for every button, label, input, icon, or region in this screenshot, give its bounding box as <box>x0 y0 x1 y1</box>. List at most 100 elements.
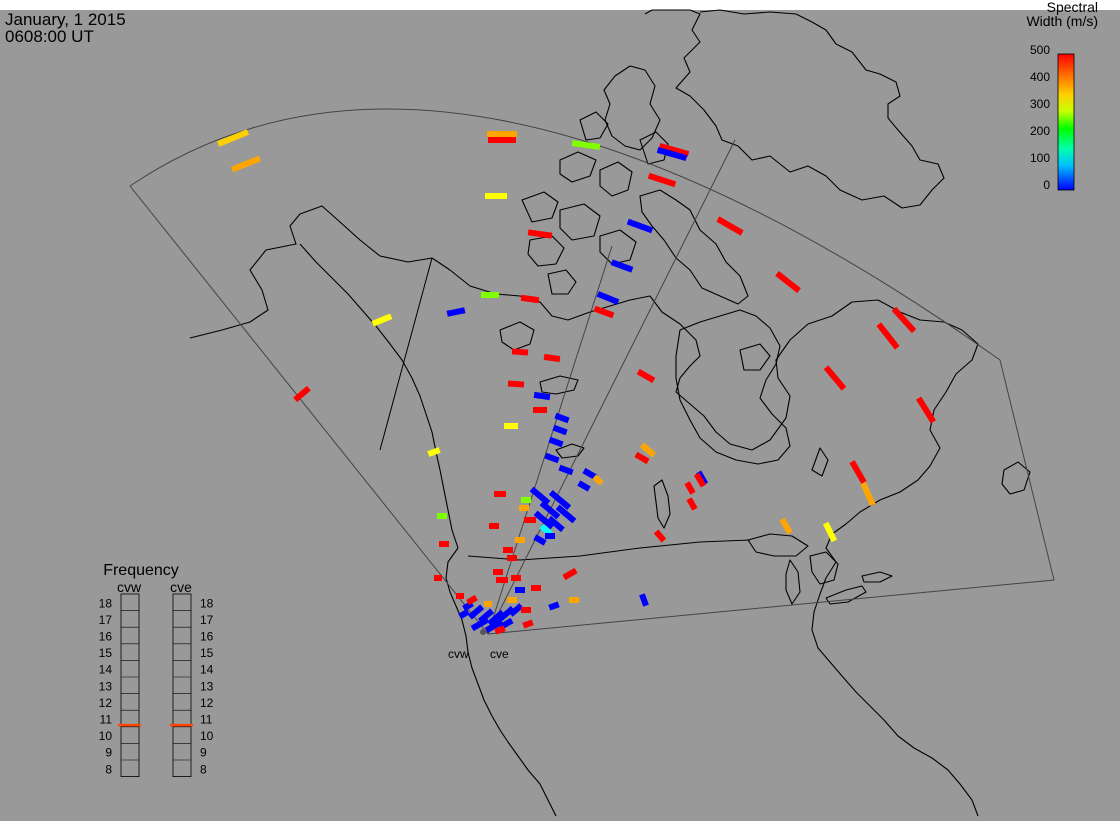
spectral-width-cells <box>217 129 936 635</box>
spectral-width-cell <box>493 569 503 575</box>
colorbar-tick-500: 500 <box>1030 43 1050 57</box>
right-scale-label: 14 <box>200 663 214 677</box>
spectral-width-cell <box>639 593 649 607</box>
spectral-width-cell <box>562 567 578 581</box>
spectral-width-cell <box>456 593 464 599</box>
spectral-width-cell <box>508 603 524 617</box>
spectral-width-cell <box>577 480 591 492</box>
left-scale-box <box>120 593 140 778</box>
right-scale-label: 16 <box>200 630 214 644</box>
spectral-width-cell <box>548 489 572 511</box>
left-scale-label: 14 <box>99 663 113 677</box>
time-label: 0608:00 UT <box>5 27 94 46</box>
bc-coast <box>299 243 459 549</box>
spectral-width-cell <box>571 140 601 150</box>
colorbar-tick-0: 0 <box>1043 178 1050 192</box>
spectral-width-cell <box>466 594 478 606</box>
frequency-left-scale: 18 17 16 15 14 13 12 11 10 9 8 <box>99 593 140 778</box>
right-scale-label: 11 <box>200 713 213 727</box>
spectral-width-cell <box>684 481 696 495</box>
colorbar-tick-300: 300 <box>1030 97 1050 111</box>
spectral-width-cell <box>484 618 504 634</box>
lake-winnipeg <box>653 479 671 529</box>
spectral-width-cell <box>531 585 541 591</box>
left-scale-label: 9 <box>105 746 112 760</box>
left-scale-label: 17 <box>99 613 113 627</box>
ellesmere-coast <box>603 65 661 151</box>
radar-site-label-east: cve <box>490 647 509 661</box>
spectral-width-cell <box>503 547 513 553</box>
north-america-coast <box>189 205 979 817</box>
frequency-left-radar: cvw <box>117 579 142 595</box>
spectral-width-cell <box>524 517 536 523</box>
baffin-coast <box>639 189 749 305</box>
spectral-width-cell <box>610 259 634 273</box>
spectral-width-cell <box>658 142 690 158</box>
spectral-width-cell <box>656 146 688 162</box>
colorbar-tick-400: 400 <box>1030 70 1050 84</box>
radar-site-marker <box>480 629 486 635</box>
greenland-coast <box>644 9 945 209</box>
radar-sites: cvw cve <box>448 629 509 661</box>
spectral-width-cell <box>552 424 568 436</box>
spectral-width-cell <box>544 452 560 464</box>
right-scale-box <box>172 593 192 778</box>
lake-superior <box>747 533 809 557</box>
date-label: January, 1 2015 <box>5 10 126 29</box>
spectral-width-cell <box>548 436 564 448</box>
spectral-width-cell <box>437 513 447 519</box>
spectral-width-cell <box>653 529 667 543</box>
colorbar-tick-200: 200 <box>1030 124 1050 138</box>
great-bear-lake <box>499 321 535 351</box>
lake-huron <box>809 551 839 585</box>
james-bay <box>811 447 829 477</box>
arctic-island-6 <box>527 235 565 267</box>
fov-beam-west-2 <box>487 139 736 635</box>
left-scale-label: 10 <box>99 729 113 743</box>
arctic-island-5 <box>599 229 637 265</box>
spectral-width-cell <box>507 597 517 603</box>
fov-outline <box>129 108 1055 635</box>
spectral-width-cell <box>569 597 579 603</box>
spectral-width-cell <box>548 601 560 611</box>
spectral-width-cell <box>779 517 793 535</box>
spectral-width-cell <box>533 407 547 413</box>
spectral-width-cell <box>489 523 499 529</box>
spectral-width-cell <box>533 534 547 546</box>
spectral-width-cell <box>916 396 936 424</box>
spectral-width-cell <box>693 472 707 488</box>
arctic-island-9 <box>579 111 609 141</box>
spectral-width-cell <box>582 467 598 481</box>
spectral-width-cell <box>891 306 917 334</box>
spectral-width-cell <box>487 131 517 137</box>
right-scale-label: 10 <box>200 729 214 743</box>
spectral-width-cell <box>515 537 525 543</box>
spectral-width-cell <box>545 533 555 539</box>
spectral-width-cell <box>515 587 525 593</box>
spectral-width-cell <box>293 385 311 403</box>
spectral-width-cell <box>520 294 540 304</box>
spectral-width-cell <box>230 155 262 173</box>
spectral-width-cell <box>593 305 615 319</box>
spectral-width-cell <box>485 193 507 199</box>
spectral-width-cell <box>481 292 499 298</box>
left-scale-label: 11 <box>100 713 113 727</box>
spectral-width-cell <box>822 521 838 543</box>
spectral-width-cell <box>686 497 698 511</box>
spectral-width-cell <box>511 348 529 356</box>
frequency-title: Frequency <box>103 562 179 579</box>
left-scale-label: 13 <box>99 679 113 693</box>
right-scale-label: 12 <box>200 696 214 710</box>
spectral-width-cell <box>507 555 517 561</box>
left-scale-label: 8 <box>105 762 112 776</box>
spectral-width-cell <box>371 313 393 327</box>
spectral-width-cell <box>626 218 654 234</box>
lake-ontario <box>861 571 893 583</box>
spectral-width-cell <box>522 619 534 629</box>
left-scale-label: 15 <box>99 646 113 660</box>
colorbar-title-line2: Width (m/s) <box>1026 13 1098 29</box>
arctic-island-1 <box>559 151 597 183</box>
spectral-width-cell <box>446 307 466 317</box>
spectral-width-cell <box>511 575 521 581</box>
hudson-bay-coast <box>675 309 791 465</box>
